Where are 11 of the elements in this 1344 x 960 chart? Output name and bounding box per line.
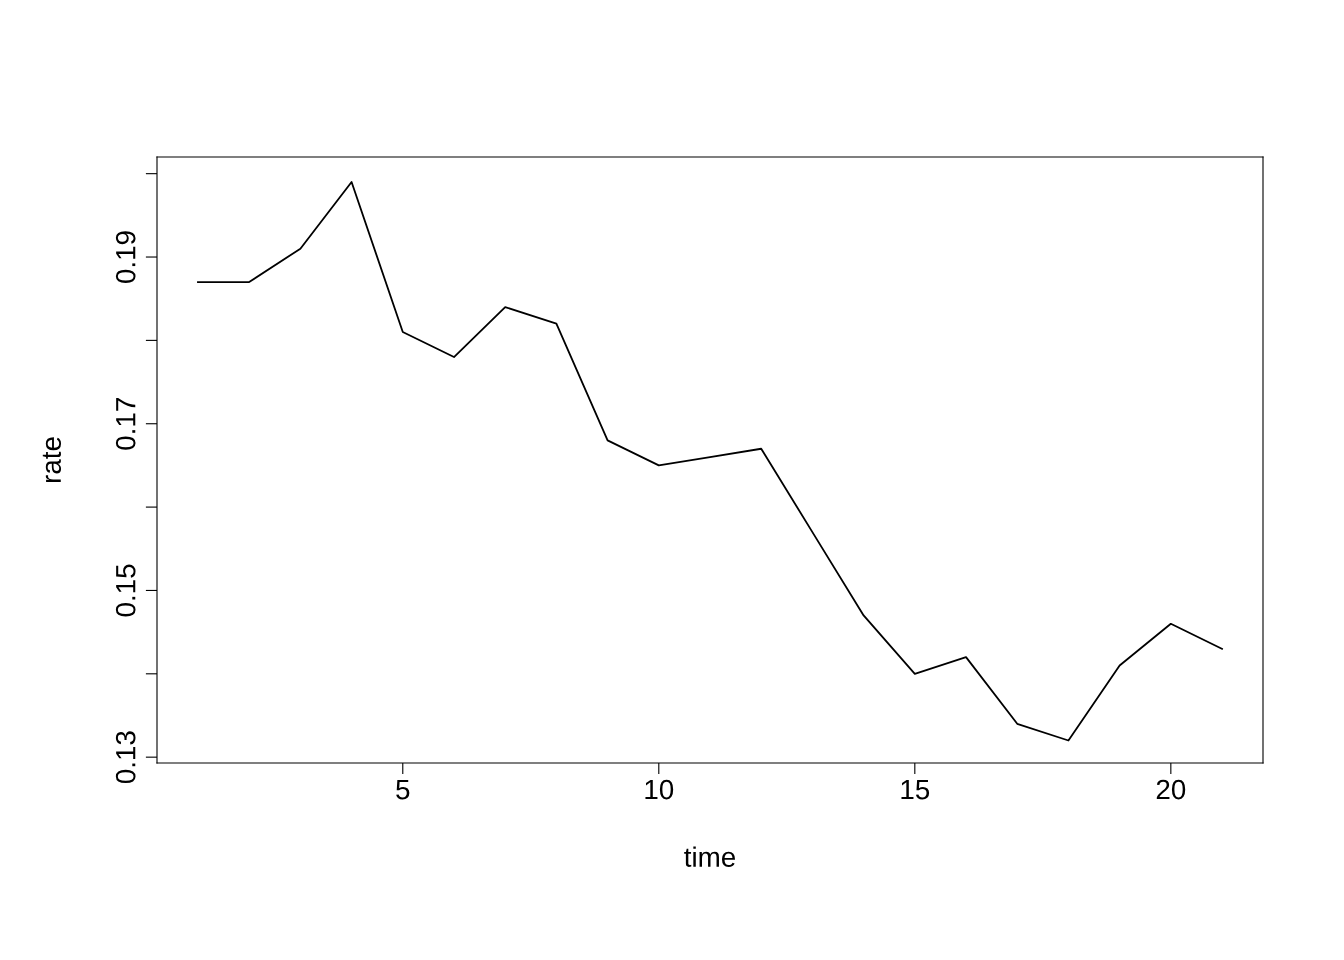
y-tick-label: 0.15	[115, 564, 136, 617]
x-tick-label: 20	[1156, 779, 1186, 800]
line-series	[197, 181, 1223, 742]
y-tick-label: 0.17	[115, 398, 136, 450]
y-axis-title: rate	[42, 437, 62, 483]
x-tick-label: 15	[901, 779, 930, 800]
y-tick-label: 0.13	[115, 731, 136, 784]
x-axis-title: time	[684, 846, 736, 867]
x-tick-label: 10	[645, 779, 674, 800]
x-tick-label: 5	[396, 779, 410, 800]
y-tick-label: 0.19	[115, 231, 136, 283]
